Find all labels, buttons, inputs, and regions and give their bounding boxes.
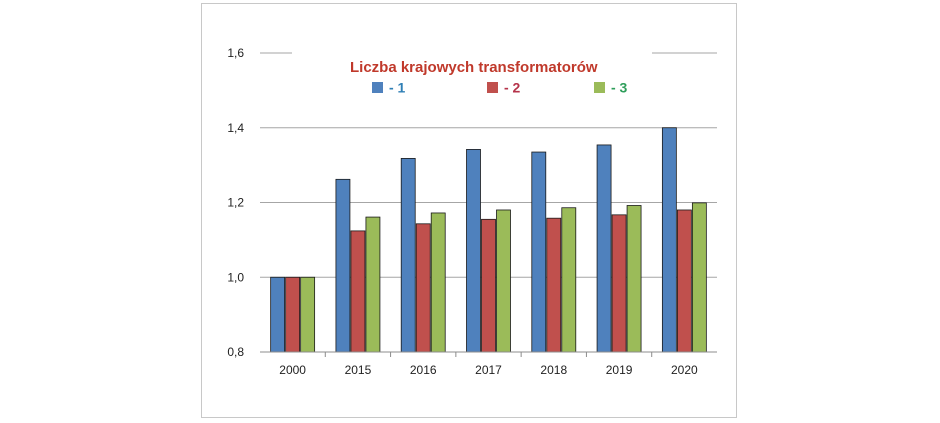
chart-title: Liczba krajowych transformatorów: [350, 59, 598, 76]
legend-swatch: [372, 82, 383, 93]
bar-series-3: [691, 202, 707, 353]
bar-series-3: [496, 209, 511, 353]
bar-series-2: [611, 214, 627, 353]
bar-series-3: [365, 216, 381, 353]
x-tick-label: 2019: [606, 363, 633, 377]
legend-label: - 1: [389, 80, 406, 96]
bar-series-3: [430, 212, 446, 353]
x-axis: [260, 351, 717, 357]
x-tick-label: 2015: [345, 363, 372, 377]
bars: [270, 127, 707, 353]
legend-swatch: [487, 82, 498, 93]
x-tick-label: 2000: [279, 363, 306, 377]
bar-series-2: [285, 276, 301, 353]
bar-series-3: [300, 276, 316, 353]
legend: - 1 - 2 - 3: [372, 80, 628, 96]
chart-frame: 0,8 1,0 1,2 1,4 1,6 2000 2015 2016 2017 2018 2019…: [201, 3, 737, 418]
bar-series-3: [626, 205, 642, 353]
bar-series-1: [335, 178, 351, 353]
legend-label: - 2: [504, 80, 521, 96]
legend-label: - 3: [611, 80, 628, 96]
title-backdrop: [292, 46, 652, 104]
y-tick-label: 0,8: [227, 345, 244, 359]
bar-series-3: [561, 207, 577, 353]
bar-series-1: [596, 144, 612, 353]
x-tick-label: 2020: [671, 363, 698, 377]
y-tick-label: 1,6: [227, 46, 244, 60]
bar-series-2: [676, 209, 692, 353]
bar-series-1: [270, 276, 286, 353]
bar-series-1: [400, 157, 416, 353]
x-axis-ticks: 2000 2015 2016 2017 2018 2019 2020: [279, 363, 698, 377]
y-tick-label: 1,0: [227, 270, 244, 284]
bar-series-2: [350, 230, 366, 353]
bar-series-1: [661, 127, 677, 353]
x-tick-label: 2017: [475, 363, 502, 377]
bar-series-1: [466, 149, 481, 353]
y-tick-label: 1,4: [227, 121, 244, 135]
y-axis-ticks: 0,8 1,0 1,2 1,4 1,6: [227, 46, 244, 359]
y-tick-label: 1,2: [227, 196, 244, 210]
bar-series-2: [481, 218, 496, 353]
bar-series-2: [415, 223, 431, 353]
bar-series-1: [531, 151, 547, 353]
bar-series-2: [546, 217, 562, 353]
legend-swatch: [594, 82, 605, 93]
x-tick-label: 2016: [410, 363, 437, 377]
bar-chart: 0,8 1,0 1,2 1,4 1,6 2000 2015 2016 2017 2018 2019…: [227, 46, 717, 377]
x-tick-label: 2018: [540, 363, 567, 377]
